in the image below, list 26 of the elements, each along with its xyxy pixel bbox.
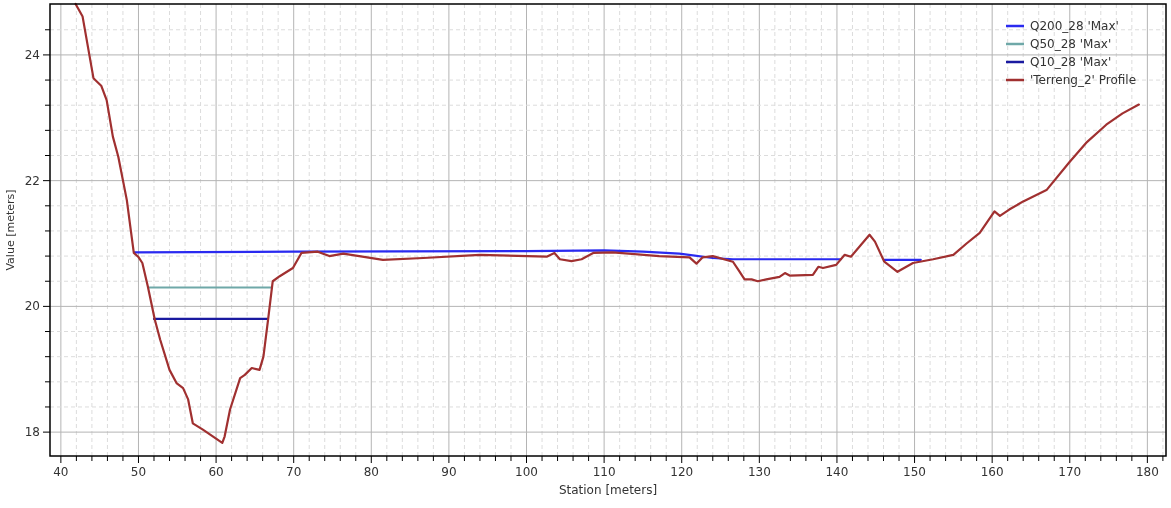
x-tick-label: 170 — [1058, 465, 1082, 479]
x-axis-title: Station [meters] — [558, 483, 658, 497]
line-series — [74, 2, 1140, 444]
x-tick-label: 150 — [903, 465, 926, 479]
y-tick-label: 22 — [24, 173, 40, 188]
x-tick-label: 100 — [515, 465, 538, 479]
x-tick-label: 60 — [208, 465, 224, 479]
legend-label: Q50_28 'Max' — [1030, 37, 1112, 51]
legend-label: Q200_28 'Max' — [1030, 19, 1119, 33]
x-tick-label: 80 — [363, 465, 379, 479]
x-tick-label: 120 — [670, 465, 694, 479]
x-tick-label: 40 — [53, 465, 69, 479]
x-tick-label: 130 — [747, 465, 771, 479]
x-tick-label: 90 — [441, 465, 457, 479]
y-axis-title: Value [meters] — [4, 189, 17, 271]
x-tick-label: 70 — [286, 465, 302, 479]
x-tick-label: 140 — [825, 465, 849, 479]
x-tick-label: 110 — [592, 465, 616, 479]
y-tick-label: 24 — [24, 47, 40, 62]
legend-label: 'Terreng_2' Profile — [1030, 73, 1137, 87]
legend-label: Q10_28 'Max' — [1030, 55, 1112, 69]
x-tick-label: 180 — [1135, 465, 1159, 479]
y-tick-label: 18 — [24, 425, 40, 440]
x-tick-label: 50 — [130, 465, 147, 479]
x-tick-label: 160 — [980, 465, 1004, 479]
y-tick-label: 20 — [24, 299, 40, 314]
